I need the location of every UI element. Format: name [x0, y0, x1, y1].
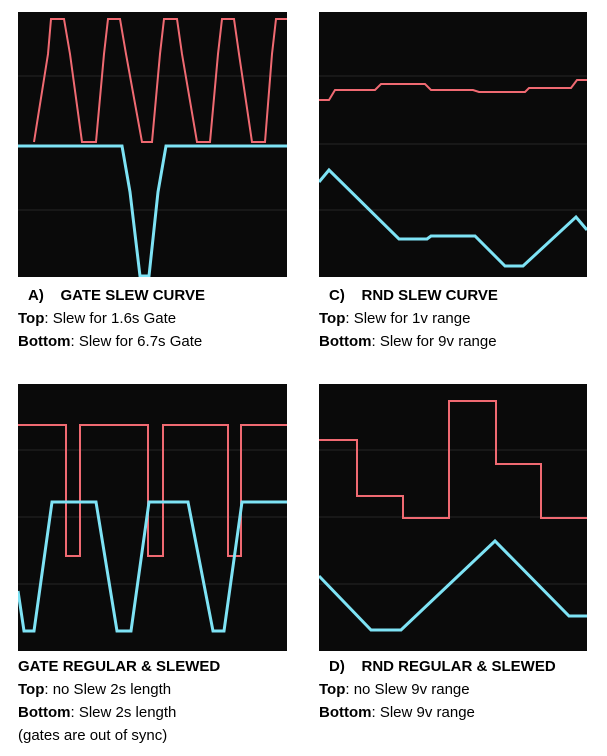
scope-d-top-trace [319, 400, 587, 519]
scope-b-top-trace [18, 424, 287, 557]
caption-b-bottom-line: Bottom: Slew 2s length [18, 704, 177, 721]
scope-d [319, 384, 587, 651]
scope-c-bottom-trace [319, 167, 587, 268]
scope-a-plot [18, 18, 287, 277]
caption-a-bottom-line: Bottom: Slew for 6.7s Gate [18, 333, 203, 350]
caption-c: C) RND SLEW CURVE Top: Slew for 1v range… [319, 284, 498, 353]
caption-b-top-line: Top: no Slew 2s length [18, 681, 172, 698]
caption-a: A) GATE SLEW CURVE Top: Slew for 1.6s Ga… [18, 284, 205, 353]
caption-a-top-line: Top: Slew for 1.6s Gate [18, 310, 177, 327]
caption-d: D) RND REGULAR & SLEWED Top: no Slew 9v … [319, 655, 556, 724]
scope-b-bottom-trace [18, 500, 287, 633]
caption-b-note: (gates are out of sync) [18, 727, 168, 744]
scope-a [18, 12, 287, 277]
scope-c-top-trace [319, 79, 587, 101]
scope-b [18, 384, 287, 651]
caption-b: GATE REGULAR & SLEWED Top: no Slew 2s le… [18, 655, 220, 747]
caption-c-top-line: Top: Slew for 1v range [319, 310, 471, 327]
caption-d-bottom-line: Bottom: Slew 9v range [319, 704, 475, 721]
caption-d-top-line: Top: no Slew 9v range [319, 681, 470, 698]
caption-b-title: GATE REGULAR & SLEWED [18, 658, 221, 675]
scope-a-top-trace [33, 18, 287, 143]
scope-a-bottom-trace [18, 144, 287, 277]
caption-a-title: A) GATE SLEW CURVE [28, 287, 205, 304]
scope-b-plot [18, 424, 287, 633]
scope-d-bottom-trace [319, 538, 587, 632]
scope-c-plot [319, 75, 587, 268]
caption-c-bottom-line: Bottom: Slew for 9v range [319, 333, 497, 350]
scope-d-plot [319, 400, 587, 632]
caption-c-title: C) RND SLEW CURVE [329, 287, 498, 304]
caption-d-title: D) RND REGULAR & SLEWED [329, 658, 556, 675]
scope-c [319, 12, 587, 277]
